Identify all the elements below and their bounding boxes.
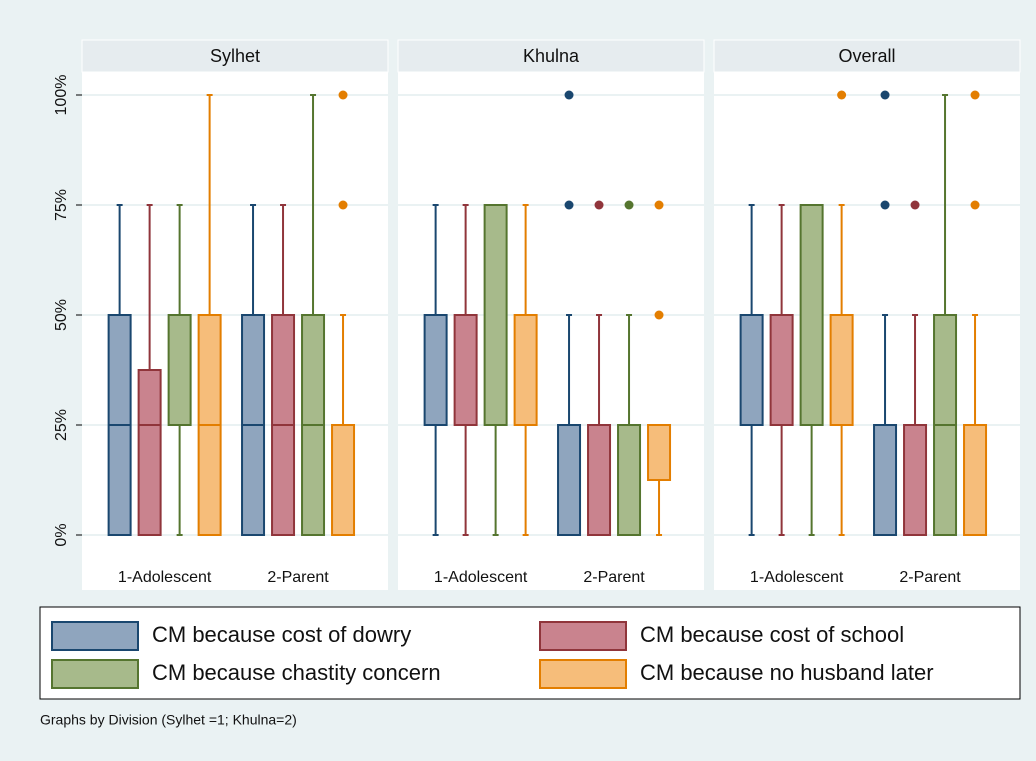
outlier (837, 90, 847, 100)
box (903, 424, 928, 536)
box (769, 314, 794, 426)
outlier (654, 310, 664, 320)
legend-swatch (51, 621, 139, 651)
box (587, 424, 612, 536)
x-tick-label: 1-Adolescent (118, 569, 212, 586)
box (137, 369, 162, 536)
panel-header (81, 39, 389, 73)
note: Graphs by Division (Sylhet =1; Khulna=2) (40, 712, 297, 728)
outlier (970, 90, 980, 100)
box (739, 314, 764, 426)
legend-label: CM because chastity concern (152, 660, 441, 685)
y-tick-label: 50% (53, 299, 70, 331)
box (799, 204, 824, 426)
legend-label: CM because no husband later (640, 660, 934, 685)
x-tick-label: 2-Parent (267, 569, 329, 586)
x-tick-label: 2-Parent (899, 569, 961, 586)
box (829, 314, 854, 426)
outlier (594, 200, 604, 210)
panel-title: Sylhet (210, 46, 260, 66)
box (617, 424, 642, 536)
outlier (970, 200, 980, 210)
panel-title: Overall (838, 46, 895, 66)
panel-header (713, 39, 1021, 73)
outlier (338, 90, 348, 100)
outlier (564, 90, 574, 100)
y-tick-label: 25% (53, 409, 70, 441)
outlier (624, 200, 634, 210)
y-tick-label: 100% (53, 75, 70, 116)
y-tick-label: 0% (53, 523, 70, 546)
y-tick-label: 75% (53, 189, 70, 221)
box (557, 424, 582, 536)
box (453, 314, 478, 426)
panel-title: Khulna (523, 46, 580, 66)
legend-swatch (539, 621, 627, 651)
legend-swatch (539, 659, 627, 689)
box (873, 424, 898, 536)
legend-label: CM because cost of school (640, 622, 904, 647)
plot-area (398, 72, 704, 590)
box (963, 424, 988, 536)
box (331, 424, 356, 536)
legend-swatch (51, 659, 139, 689)
x-tick-label: 2-Parent (583, 569, 645, 586)
outlier (338, 200, 348, 210)
box (167, 314, 192, 426)
outlier (564, 200, 574, 210)
outlier (910, 200, 920, 210)
x-tick-label: 1-Adolescent (750, 569, 844, 586)
outlier (880, 90, 890, 100)
legend-label: CM because cost of dowry (152, 622, 411, 647)
legend (39, 606, 1021, 700)
outlier (654, 200, 664, 210)
x-tick-label: 1-Adolescent (434, 569, 528, 586)
box (483, 204, 508, 426)
box (647, 424, 672, 481)
outlier (880, 200, 890, 210)
box (423, 314, 448, 426)
panel-header (397, 39, 705, 73)
box (513, 314, 538, 426)
